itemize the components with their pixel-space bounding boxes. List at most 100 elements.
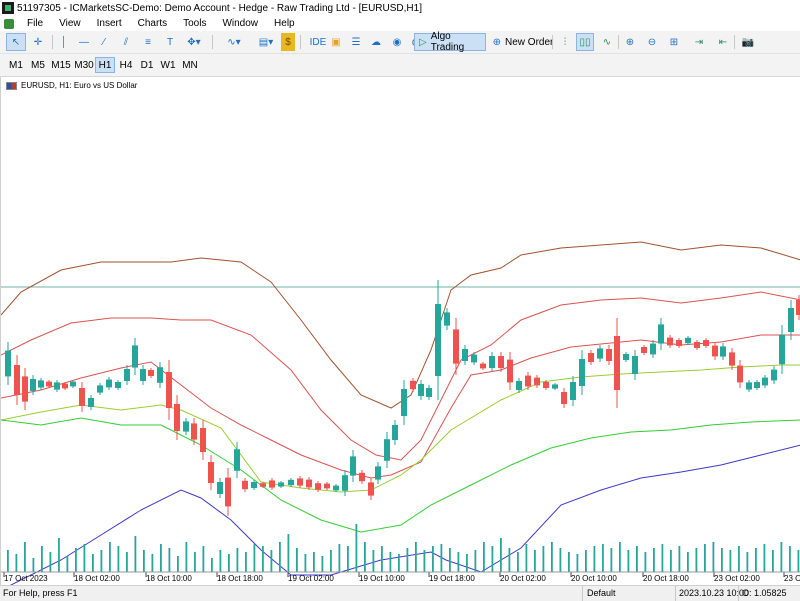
candle-body bbox=[462, 349, 468, 361]
x-axis-label: 18 Oct 02:00 bbox=[74, 574, 120, 583]
timeframe-bar: M1 M5 M15 M30 H1 H4 D1 W1 MN bbox=[0, 54, 800, 77]
cursor-icon[interactable]: ↖ bbox=[6, 33, 26, 51]
volume-bar bbox=[296, 548, 298, 572]
trendline-icon[interactable]: ⁄ bbox=[103, 36, 105, 48]
signals-icon[interactable]: ☰ bbox=[351, 36, 361, 48]
candle-body bbox=[251, 482, 257, 488]
candle-body bbox=[525, 375, 531, 387]
volume-bar bbox=[270, 550, 273, 572]
screenshot-icon[interactable]: 📷 bbox=[741, 36, 755, 48]
coin-icon[interactable]: $ bbox=[281, 33, 295, 51]
volume-bar bbox=[763, 544, 766, 572]
volume-bar bbox=[500, 538, 502, 572]
timeframe-w1[interactable]: W1 bbox=[160, 59, 176, 71]
menu-help[interactable]: Help bbox=[274, 18, 295, 29]
volume-bar bbox=[432, 546, 434, 572]
status-open: O: 1.05825 bbox=[742, 588, 787, 598]
volume-bar bbox=[49, 552, 52, 572]
candle-body bbox=[507, 359, 513, 383]
volume-bar bbox=[253, 544, 256, 572]
market-bag-icon[interactable]: ▣ bbox=[331, 36, 341, 48]
horizontal-line-icon[interactable]: — bbox=[79, 36, 89, 48]
templates-icon[interactable]: ▤▾ bbox=[258, 36, 274, 48]
zoom-in-icon[interactable]: ⊕ bbox=[625, 36, 635, 48]
text-tool-icon[interactable]: T bbox=[166, 36, 174, 48]
broadcast-icon[interactable]: ◉ bbox=[392, 36, 402, 48]
zoom-out-icon[interactable]: ⊖ bbox=[647, 36, 657, 48]
candle-body bbox=[124, 369, 130, 381]
candle-body bbox=[746, 382, 752, 390]
candlestick-icon[interactable]: ▯▯ bbox=[576, 33, 594, 51]
volume-bar bbox=[117, 546, 120, 572]
timeframe-mn[interactable]: MN bbox=[182, 59, 198, 71]
candle-body bbox=[242, 480, 248, 490]
menu-charts[interactable]: Charts bbox=[137, 18, 168, 29]
crosshair-icon[interactable]: ✛ bbox=[33, 36, 43, 48]
candle-body bbox=[796, 300, 800, 315]
volume-bar bbox=[517, 552, 519, 572]
candle-body bbox=[729, 352, 735, 366]
timeframe-h1[interactable]: H1 bbox=[95, 57, 115, 73]
ide-button[interactable]: IDE bbox=[309, 36, 327, 48]
volume-bar bbox=[41, 546, 43, 572]
menu-insert[interactable]: Insert bbox=[96, 18, 122, 29]
timeframe-d1[interactable]: D1 bbox=[140, 59, 154, 71]
menu-file[interactable]: File bbox=[27, 18, 44, 29]
candle-body bbox=[641, 347, 647, 353]
volume-bar bbox=[24, 542, 26, 572]
volume-bar bbox=[92, 554, 94, 572]
chart-type-icon[interactable]: ∿▾ bbox=[227, 36, 241, 48]
channel-icon[interactable]: ⫽ bbox=[123, 36, 129, 48]
tile-windows-icon[interactable]: ⊞ bbox=[669, 36, 679, 48]
menu-view[interactable]: View bbox=[59, 18, 81, 29]
candle-body bbox=[694, 342, 700, 348]
bar-chart-icon[interactable]: ⫶ bbox=[563, 36, 567, 48]
chart-menu-icon[interactable] bbox=[4, 18, 14, 29]
candle-body bbox=[426, 388, 432, 397]
candle-body bbox=[410, 380, 416, 390]
timeframe-m30[interactable]: M30 bbox=[74, 59, 94, 71]
x-axis-label: 18 Oct 18:00 bbox=[217, 574, 263, 583]
moving-average-fast bbox=[1, 364, 800, 493]
candle-body bbox=[115, 382, 121, 388]
shapes-icon[interactable]: ✥▾ bbox=[187, 36, 201, 48]
volume-bar bbox=[347, 546, 349, 572]
vps-cloud-icon[interactable]: ☁ bbox=[371, 36, 381, 48]
moving-average-slow bbox=[1, 417, 800, 533]
new-order-icon: ⊕ bbox=[492, 36, 502, 48]
volume-bar bbox=[143, 550, 145, 572]
candle-body bbox=[498, 356, 504, 368]
vertical-line-icon[interactable]: │ bbox=[60, 36, 68, 48]
line-chart-icon[interactable]: ∿ bbox=[602, 36, 612, 48]
auto-scroll-icon[interactable]: ⇥ bbox=[694, 36, 704, 48]
x-axis-label: 23 O bbox=[784, 574, 800, 583]
chart-shift-icon[interactable]: ⇤ bbox=[718, 36, 728, 48]
new-order-button[interactable]: ⊕ New Order bbox=[488, 33, 558, 51]
algo-trading-button[interactable]: ▷ Algo Trading bbox=[414, 31, 486, 53]
candle-body bbox=[350, 456, 356, 476]
timeframe-m15[interactable]: M15 bbox=[51, 59, 71, 71]
fibonacci-icon[interactable]: ≡ bbox=[145, 36, 151, 48]
algo-trading-label: Algo Trading bbox=[430, 31, 465, 53]
volume-bar bbox=[338, 544, 341, 572]
candle-body bbox=[191, 423, 197, 440]
timeframe-m1[interactable]: M1 bbox=[9, 59, 23, 71]
timeframe-h4[interactable]: H4 bbox=[119, 59, 133, 71]
timeframe-m5[interactable]: M5 bbox=[31, 59, 45, 71]
candle-body bbox=[288, 479, 294, 486]
candle-body bbox=[676, 340, 682, 346]
menu-window[interactable]: Window bbox=[222, 18, 259, 29]
price-chart[interactable]: 17 Oct 2023 18 Oct 02:00 18 Oct 10:00 18 Oc… bbox=[1, 77, 800, 585]
candle-body bbox=[712, 345, 718, 357]
volume-bar bbox=[610, 548, 613, 572]
volume-bar bbox=[236, 548, 239, 572]
volume-bar bbox=[211, 558, 213, 572]
chart-window[interactable]: 17 Oct 2023 18 Oct 02:00 18 Oct 10:00 18 Oc… bbox=[0, 77, 800, 585]
x-axis-label: 17 Oct 2023 bbox=[4, 574, 48, 583]
candle-body bbox=[623, 354, 629, 360]
menu-tools[interactable]: Tools bbox=[183, 18, 207, 29]
candle-body bbox=[720, 346, 726, 357]
window-title: 51197305 - ICMarketsSC-Demo: Demo Accoun… bbox=[17, 2, 422, 14]
candle-body bbox=[14, 365, 20, 395]
volume-bar bbox=[576, 554, 579, 572]
